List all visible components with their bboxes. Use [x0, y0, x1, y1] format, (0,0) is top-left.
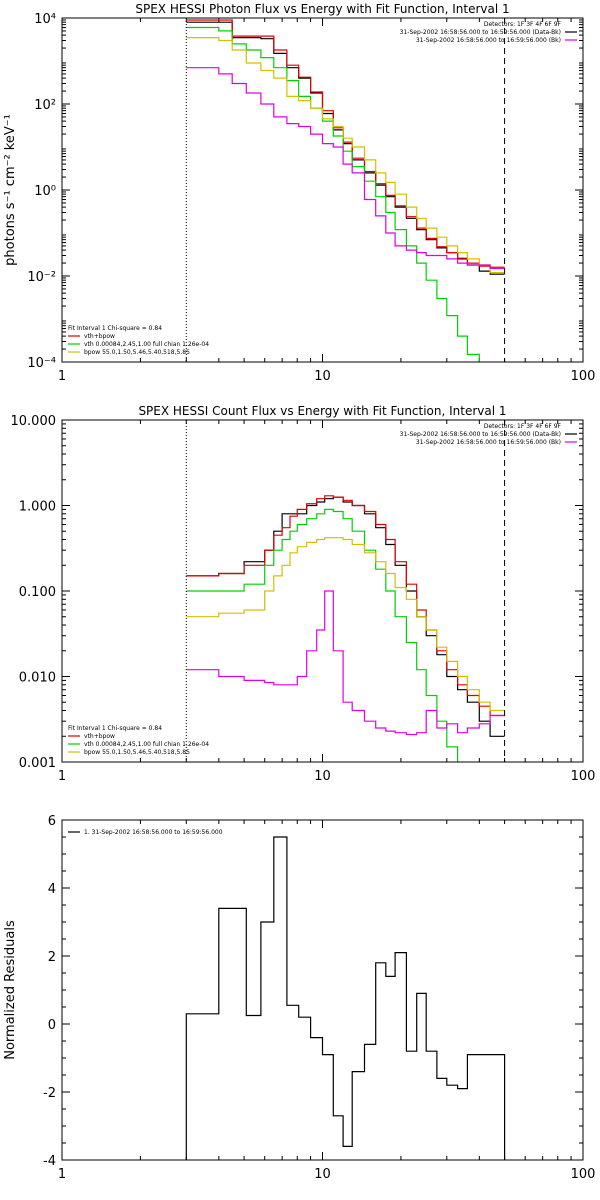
- info-line-2: 31-Sep-2002 16:58:56.000 to 16:59:56.000…: [416, 37, 561, 44]
- y-tick-label-1: 0.010: [19, 671, 56, 686]
- y-tick-label-0: -4: [43, 1154, 56, 1169]
- info-line-0: Detectors: 1F 3F 4F 6F 9F: [484, 21, 562, 28]
- plot-frame: [61, 819, 584, 1161]
- x-tick-label-0: 1: [58, 369, 66, 384]
- x-tick-label-2: 100: [571, 769, 596, 784]
- x-tick-label-2: 100: [571, 1167, 596, 1182]
- series-bpow: [186, 537, 505, 712]
- legend-entry-0: Fit Interval 1 Chi-square = 0.84: [68, 725, 162, 732]
- x-tick-label-1: 10: [314, 369, 331, 384]
- info-line-2: 31-Sep-2002 16:58:56.000 to 16:59:56.000…: [416, 439, 561, 446]
- chart-title: SPEX HESSI Count Flux vs Energy with Fit…: [138, 404, 506, 418]
- chart-title: SPEX HESSI Photon Flux vs Energy with Fi…: [135, 2, 509, 16]
- y-tick-label-2: 0.100: [19, 585, 56, 600]
- y-tick-label-3: 2: [48, 950, 56, 965]
- y-tick-label-1: -2: [43, 1086, 56, 1101]
- legend-entry-0: 1. 31-Sep-2002 16:58:56.000 to 16:59:56.…: [84, 829, 223, 836]
- x-tick-label-2: 100: [571, 369, 596, 384]
- series-vth: [186, 26, 480, 362]
- y-tick-label-3: 10²: [34, 98, 56, 113]
- legend-entry-2: vth 0.00084,2.45,1.00 full chian 1.26e-0…: [84, 341, 209, 348]
- series-bk: [186, 590, 505, 736]
- x-tick-label-1: 10: [314, 769, 331, 784]
- x-tick-label-0: 1: [58, 1167, 66, 1182]
- series-data-bk: [186, 21, 505, 275]
- series-residuals: [185, 836, 506, 1160]
- panel-2: SPEX HESSI Count Flux vs Energy with Fit…: [11, 404, 596, 784]
- series-vth-bpow: [186, 19, 505, 268]
- y-tick-label-3: 1.000: [19, 500, 56, 515]
- legend-entry-2: vth 0.00084,2.45,1.00 full chian 1.26e-0…: [84, 741, 209, 748]
- x-tick-label-1: 10: [314, 1167, 331, 1182]
- series-bpow: [186, 37, 505, 274]
- y-tick-label-4: 4: [48, 882, 56, 897]
- y-tick-label-4: 10.000: [11, 414, 57, 429]
- legend-entry-3: bpow 55.0,1.50,5.46,5.40,518,5.85: [84, 349, 190, 356]
- series-vth: [186, 508, 459, 762]
- series-data-bk: [186, 496, 505, 737]
- x-tick-label-0: 1: [58, 769, 66, 784]
- series-bk: [186, 67, 505, 269]
- y-tick-label-0: 0.001: [19, 756, 56, 771]
- plot-area: [186, 19, 505, 362]
- y-tick-label-4: 10⁴: [34, 12, 56, 27]
- legend-entry-3: bpow 55.0,1.50,5.46,5.40,518,5.85: [84, 749, 190, 756]
- panel-1: SPEX HESSI Photon Flux vs Energy with Fi…: [3, 2, 595, 384]
- plot-frame: [61, 419, 584, 763]
- legend-entry-0: Fit Interval 1 Chi-square = 0.84: [68, 325, 162, 332]
- plot-area: [185, 836, 506, 1160]
- panel-3: Normalized Residuals 1 10 100 -4 -2 0 2 4 6 1. 31-…: [3, 814, 595, 1182]
- y-axis-label: photons s⁻¹ cm⁻² keV⁻¹: [3, 114, 18, 266]
- y-tick-label-1: 10⁻²: [27, 270, 56, 285]
- plot-frame: [61, 17, 584, 363]
- y-tick-label-0: 10⁻⁴: [27, 356, 56, 371]
- info-line-1: 31-Sep-2002 16:58:56.000 to 16:59:56.000…: [400, 29, 561, 36]
- series-vth-bpow: [186, 495, 505, 717]
- info-line-0: Detectors: 1F 3F 4F 6F 9F: [484, 423, 562, 430]
- y-tick-label-5: 6: [48, 814, 56, 829]
- y-tick-label-2: 0: [48, 1018, 56, 1033]
- legend-entry-1: vth+bpow: [84, 333, 115, 340]
- y-axis-label: Normalized Residuals: [3, 920, 18, 1060]
- info-line-1: 31-Sep-2002 16:58:56.000 to 16:59:56.000…: [400, 431, 561, 438]
- y-tick-label-2: 10⁰: [34, 184, 56, 199]
- plot-area: [186, 495, 505, 762]
- legend-entry-1: vth+bpow: [84, 733, 115, 740]
